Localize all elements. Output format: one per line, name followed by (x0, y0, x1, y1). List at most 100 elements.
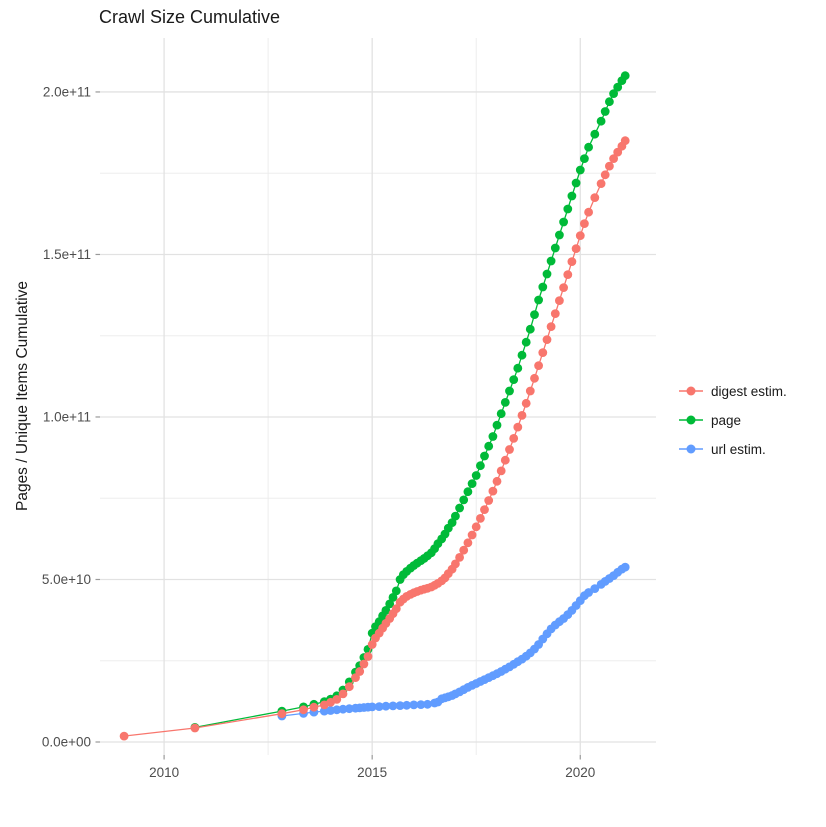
legend-item-page: page (678, 410, 787, 430)
legend-label: url estim. (711, 441, 766, 457)
data-point-page (517, 350, 527, 360)
data-point-digest-estim- (559, 283, 568, 292)
data-point-digest-estim- (309, 702, 319, 712)
data-point-digest-estim- (530, 373, 539, 383)
data-point-page (467, 479, 477, 488)
y-axis-tick-label: 5.0e+10 (42, 572, 91, 587)
y-axis-tick-label: 2.0e+11 (43, 84, 91, 99)
data-point-url-estim- (388, 701, 398, 711)
data-point-digest-estim- (567, 257, 577, 266)
data-point-page (388, 593, 398, 602)
legend-key-dot (686, 415, 696, 425)
legend-label: digest estim. (711, 383, 787, 399)
data-point-page (385, 599, 395, 609)
data-point-digest-estim- (509, 434, 519, 443)
data-point-digest-estim- (476, 514, 485, 523)
data-point-page (447, 518, 457, 527)
data-point-digest-estim- (190, 723, 200, 733)
data-point-digest-estim- (505, 445, 514, 454)
chart-title: Crawl Size Cumulative (99, 7, 281, 27)
legend-key-icon (679, 444, 703, 454)
data-point-page (546, 256, 556, 266)
data-point-url-estim- (381, 701, 391, 711)
data-point-digest-estim- (571, 244, 581, 254)
data-point-page (488, 432, 498, 441)
data-point-digest-estim- (513, 422, 523, 432)
data-point-url-estim- (590, 584, 600, 593)
data-point-page (505, 386, 514, 396)
data-point-digest-estim- (451, 559, 460, 569)
data-point-digest-estim- (332, 695, 342, 704)
data-point-digest-estim- (455, 553, 464, 562)
data-point-page (609, 89, 618, 98)
data-point-digest-estim- (496, 466, 506, 476)
data-point-digest-estim- (580, 219, 589, 229)
data-point-digest-estim- (299, 705, 308, 715)
legend: digest estim. page url estim. (678, 381, 787, 468)
data-point-digest-estim- (359, 659, 369, 669)
data-point-digest-estim- (525, 386, 535, 396)
legend-key-dot (686, 386, 696, 396)
data-point-page (605, 97, 614, 107)
data-point-page (600, 107, 610, 116)
data-point-digest-estim- (575, 231, 585, 241)
data-point-digest-estim- (459, 545, 469, 555)
data-point-digest-estim- (488, 486, 498, 496)
data-point-digest-estim- (605, 161, 614, 171)
data-point-page (550, 243, 560, 253)
data-point-digest-estim- (363, 652, 373, 661)
data-point-page (381, 606, 391, 615)
data-point-page (525, 324, 535, 334)
data-point-digest-estim- (338, 689, 348, 699)
data-point-page (571, 178, 581, 188)
data-point-page (596, 116, 606, 126)
data-point-page (567, 191, 577, 201)
data-point-digest-estim- (467, 530, 477, 540)
data-point-digest-estim- (584, 207, 593, 217)
data-point-page (484, 441, 494, 451)
data-point-digest-estim- (119, 731, 129, 741)
data-point-page (391, 586, 401, 596)
data-point-digest-estim- (550, 309, 560, 318)
data-point-page (555, 230, 564, 240)
y-axis-tick-label: 1.5e+11 (43, 247, 91, 262)
data-point-page (451, 511, 460, 521)
data-point-page (590, 129, 600, 139)
data-point-page (542, 269, 552, 279)
data-point-digest-estim- (471, 522, 481, 532)
data-point-digest-estim- (538, 348, 548, 357)
data-point-digest-estim- (620, 136, 630, 146)
data-point-page (559, 217, 568, 227)
data-point-page (480, 451, 489, 461)
data-point-digest-estim- (542, 335, 552, 344)
data-point-digest-estim- (367, 640, 377, 649)
data-point-digest-estim- (517, 411, 527, 420)
data-point-url-estim- (423, 699, 432, 709)
y-axis-tick-label: 1.0e+11 (43, 409, 91, 424)
data-point-page (584, 142, 593, 152)
data-point-digest-estim- (596, 179, 606, 189)
data-point-page (476, 461, 485, 471)
data-point-page (471, 471, 481, 480)
data-point-page (521, 337, 531, 347)
data-point-page (620, 71, 630, 81)
data-point-page (613, 82, 623, 92)
data-point-url-estim- (319, 706, 329, 716)
data-point-digest-estim- (590, 193, 600, 203)
data-point-url-estim- (620, 562, 630, 572)
data-point-page (538, 282, 548, 292)
data-point-page (496, 409, 506, 419)
data-point-digest-estim- (555, 296, 564, 305)
data-point-digest-estim- (534, 361, 543, 370)
legend-key-icon (679, 386, 703, 396)
data-point-digest-estim- (355, 667, 365, 676)
data-point-digest-estim- (484, 496, 494, 505)
data-point-digest-estim- (480, 505, 489, 514)
data-point-url-estim- (338, 704, 348, 714)
y-axis-tick-label: 0.0e+00 (42, 734, 91, 749)
legend-item-url-estim: url estim. (678, 439, 787, 459)
data-point-page (575, 165, 585, 175)
data-point-digest-estim- (600, 170, 610, 180)
